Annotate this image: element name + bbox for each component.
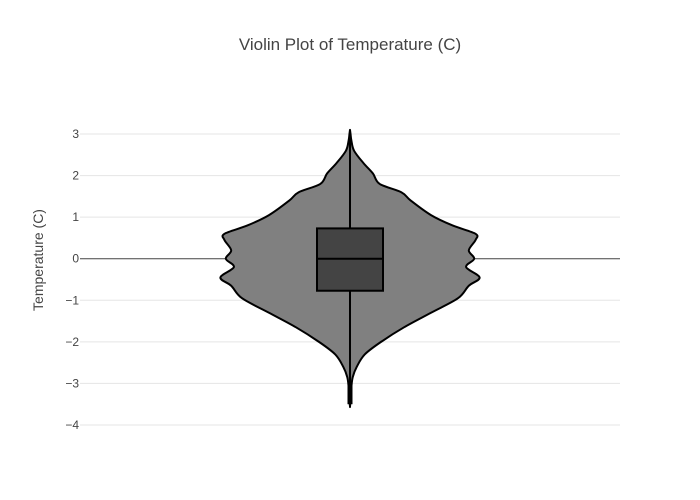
y-tick-label: 2 bbox=[72, 169, 79, 183]
violin-series bbox=[219, 128, 481, 409]
y-axis-title: Temperature (C) bbox=[30, 209, 46, 311]
y-tick-label: −3 bbox=[65, 376, 79, 390]
y-tick-label: −4 bbox=[65, 418, 79, 432]
y-tick-label: 0 bbox=[72, 252, 79, 266]
y-tick-label: 1 bbox=[72, 210, 79, 224]
y-axis-ticks: 3 2 1 0 −1 −2 −3 −4 bbox=[65, 127, 79, 432]
chart-title: Violin Plot of Temperature (C) bbox=[239, 35, 461, 54]
y-tick-label: 3 bbox=[72, 127, 79, 141]
y-tick-label: −2 bbox=[65, 335, 79, 349]
y-tick-label: −1 bbox=[65, 293, 79, 307]
